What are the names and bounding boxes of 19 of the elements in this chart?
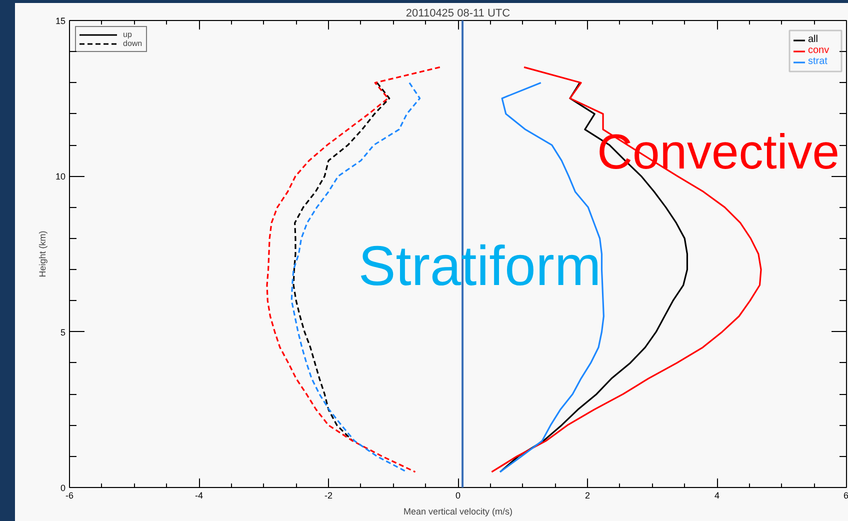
x-tick-label: 6 xyxy=(843,490,848,500)
y-tick-label: 0 xyxy=(60,483,66,493)
x-axis-title: Mean vertical velocity (m/s) xyxy=(403,506,513,516)
legend-label: all xyxy=(808,34,820,45)
x-tick-label: -6 xyxy=(66,490,74,500)
x-tick-label: -2 xyxy=(324,490,333,500)
annotation: up xyxy=(123,30,133,39)
x-tick-label: -4 xyxy=(195,490,204,500)
x-tick-label: 2 xyxy=(584,490,590,500)
annotation: down xyxy=(123,39,143,48)
x-tick-label: 0 xyxy=(455,490,461,500)
x-tick-label: 4 xyxy=(714,490,720,500)
chart-title: 20110425 08-11 UTC xyxy=(406,8,510,20)
y-axis-title: Height (km) xyxy=(37,230,48,278)
y-tick-label: 10 xyxy=(55,172,66,182)
y-tick-label: 5 xyxy=(60,327,66,338)
legend-label: conv xyxy=(808,45,830,56)
y-tick-label: 15 xyxy=(55,16,66,26)
legend-label: strat xyxy=(808,56,828,67)
